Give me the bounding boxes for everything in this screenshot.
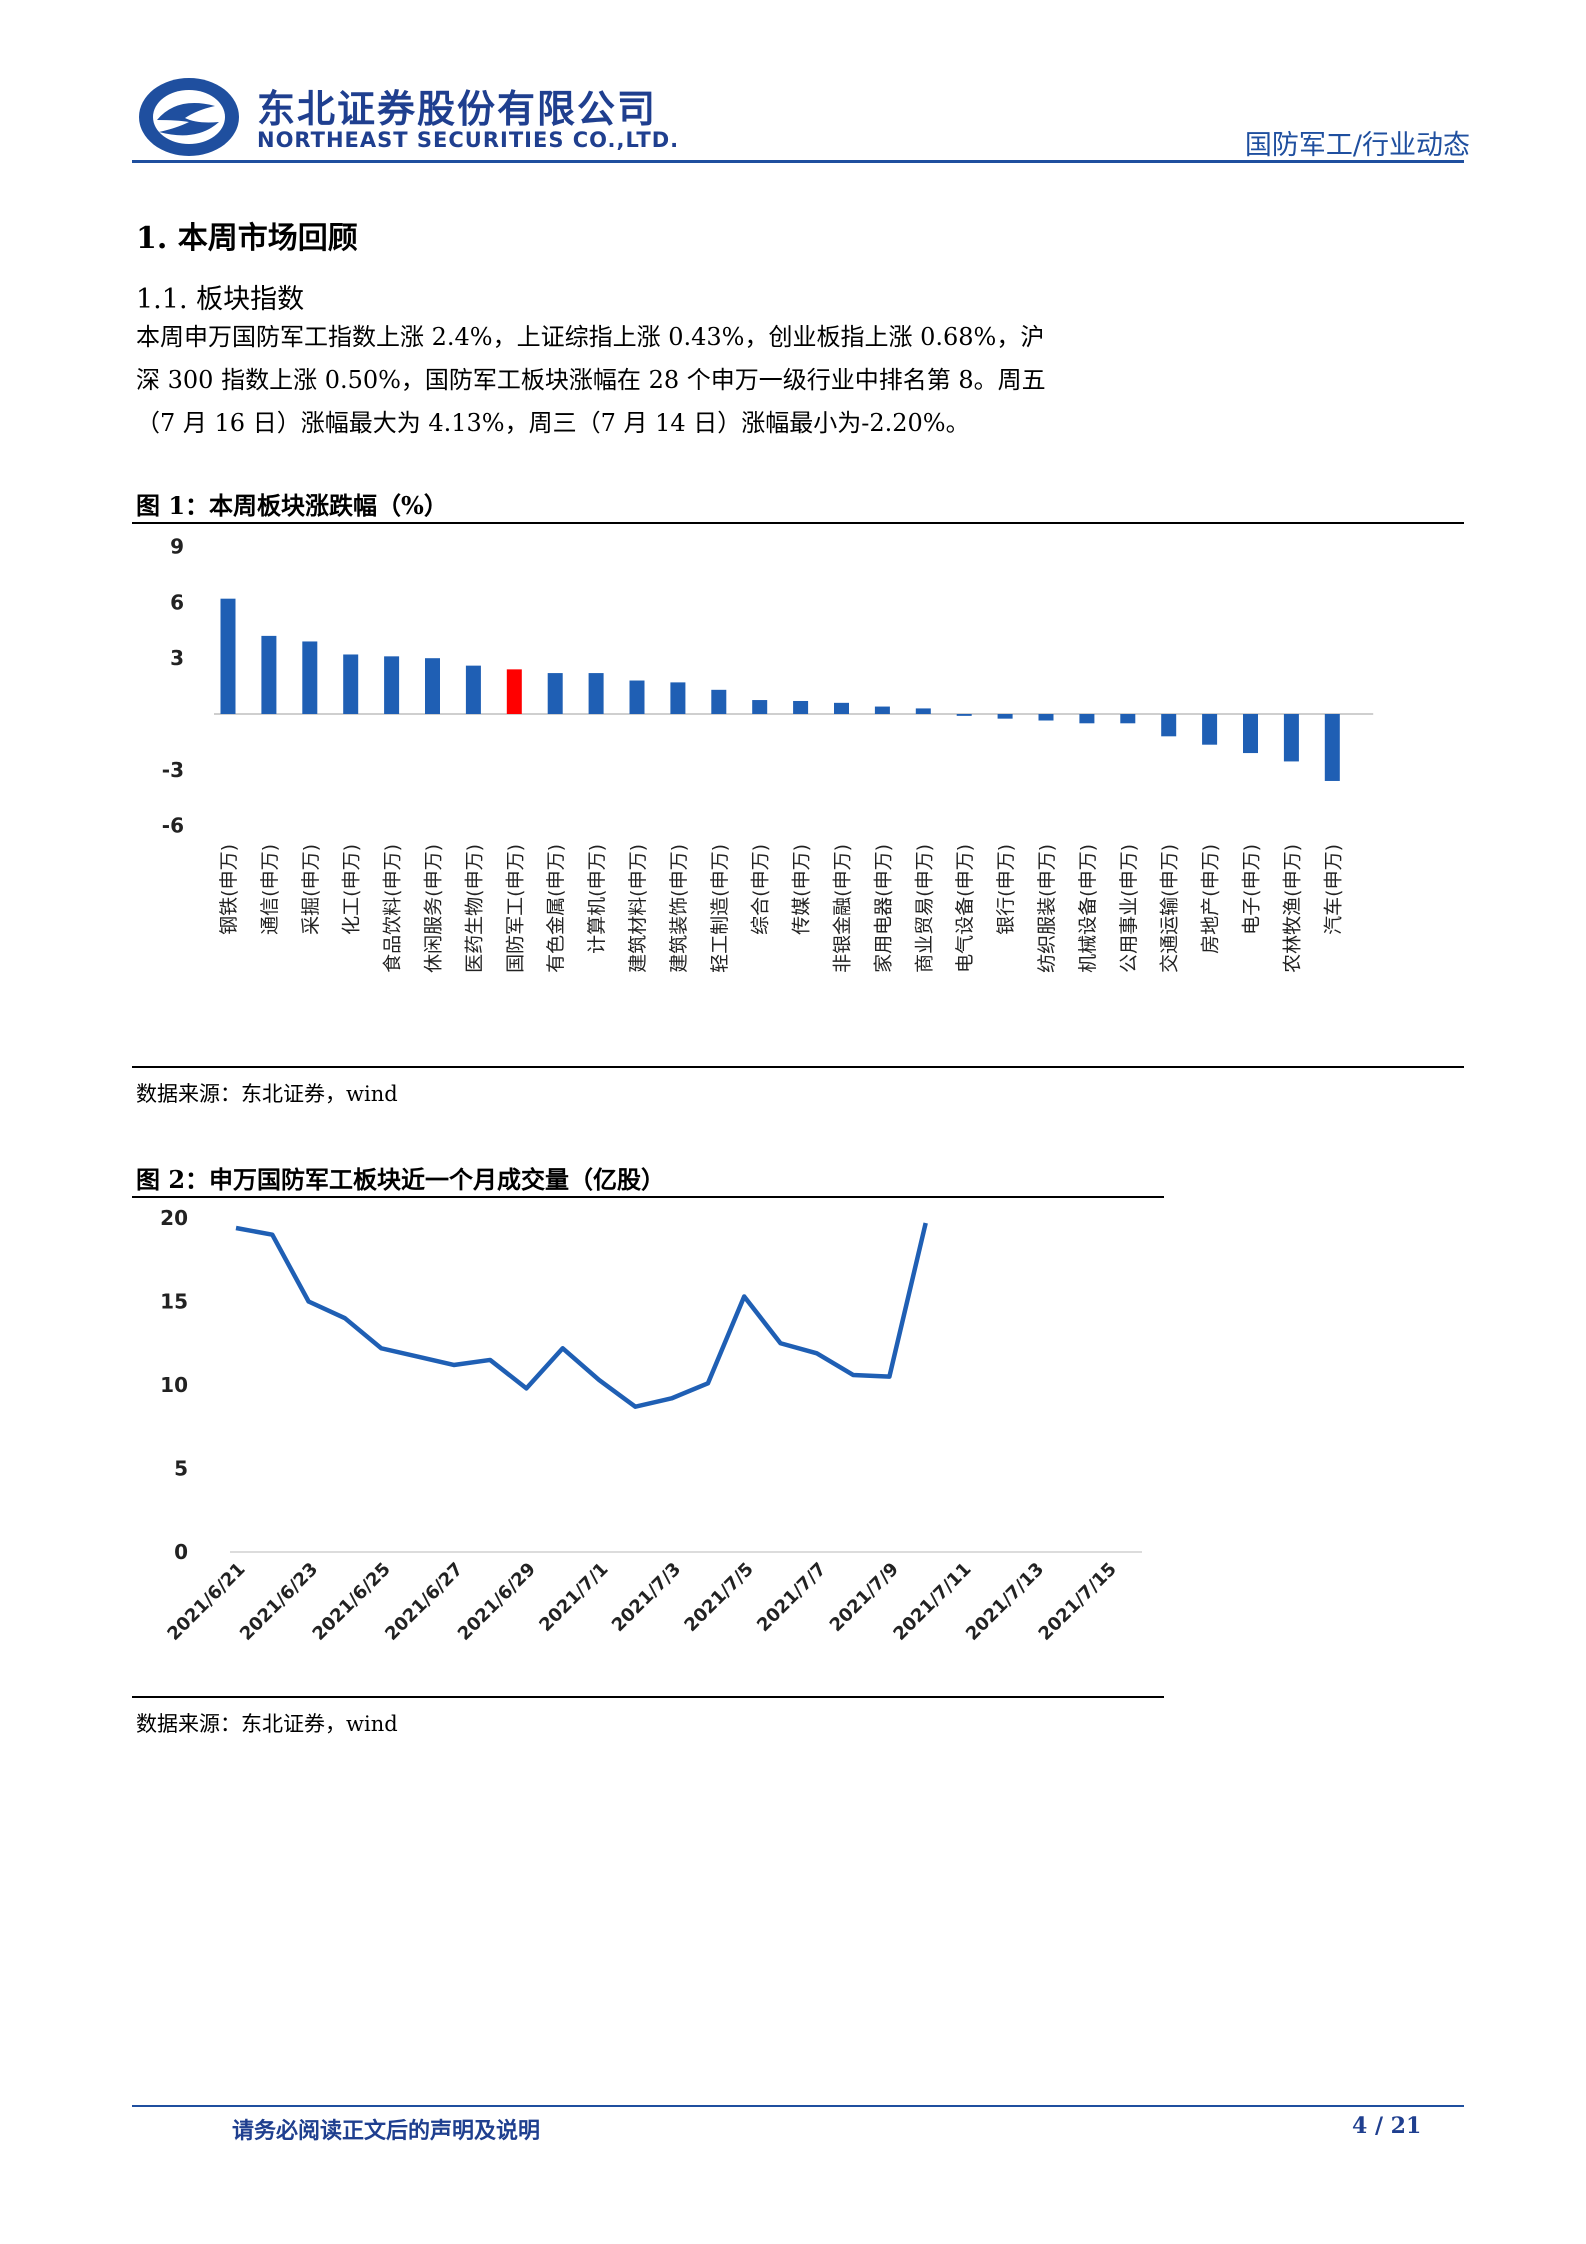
x-category-label: 医药生物(申万): [463, 844, 485, 973]
company-name-en: NORTHEAST SECURITIES CO.,LTD.: [257, 128, 680, 152]
volume-line-chart: 201510502021/6/212021/6/232021/6/252021/…: [160, 1206, 1142, 1645]
x-category-label: 轻工制造(申万): [709, 844, 731, 973]
x-category-label: 商业贸易(申万): [913, 844, 935, 973]
header-divider: [132, 160, 1464, 163]
bar: [302, 641, 318, 714]
x-category-label: 机械设备(申万): [1077, 844, 1099, 973]
paragraph-line: 深 300 指数上涨 0.50%，国防军工板块涨幅在 28 个申万一级行业中排名…: [136, 366, 1046, 394]
figure2-source: 数据来源：东北证券，wind: [136, 1712, 398, 1736]
x-tick-label: 2021/7/1: [535, 1559, 612, 1636]
bar: [506, 669, 522, 714]
x-category-label: 传媒(申万): [791, 844, 813, 935]
paragraph-line: 本周申万国防军工指数上涨 2.4%，上证综指上涨 0.43%，创业板指上涨 0.…: [136, 323, 1045, 351]
bar: [1324, 714, 1340, 781]
x-category-label: 采掘(申万): [300, 844, 322, 935]
document-category: 国防军工/行业动态: [1244, 130, 1470, 161]
bar: [465, 665, 481, 714]
bar: [1038, 714, 1054, 721]
x-category-label: 电气设备(申万): [954, 844, 976, 973]
y-tick-label: 6: [170, 590, 184, 614]
x-category-label: 钢铁(申万): [218, 844, 240, 935]
x-category-label: 纺织服装(申万): [1036, 844, 1058, 973]
x-category-label: 有色金属(申万): [545, 844, 567, 973]
x-category-label: 通信(申万): [259, 844, 281, 935]
x-tick-label: 2021/7/5: [680, 1559, 757, 1636]
figure2-title: 图 2：申万国防军工板块近一个月成交量（亿股）: [136, 1165, 666, 1194]
x-category-label: 化工(申万): [341, 844, 363, 935]
figure1-bottom-rule: [132, 1066, 1464, 1068]
x-tick-label: 2021/6/29: [454, 1559, 540, 1645]
x-category-label: 综合(申万): [750, 844, 772, 935]
x-category-label: 交通运输(申万): [1159, 844, 1181, 973]
x-category-label: 休闲服务(申万): [423, 844, 445, 973]
y-tick-label: 3: [170, 646, 184, 670]
bar: [588, 673, 604, 714]
x-category-label: 银行(申万): [995, 844, 1017, 935]
bar: [1202, 714, 1218, 745]
y-tick-label: -6: [162, 814, 184, 838]
y-tick-label: 5: [174, 1457, 188, 1481]
y-tick-label: 9: [170, 535, 184, 559]
x-category-label: 公用事业(申万): [1118, 844, 1140, 973]
bar: [425, 658, 440, 714]
figure2-top-rule: [132, 1196, 1164, 1198]
bar: [343, 654, 359, 714]
y-tick-label: -3: [162, 758, 184, 782]
x-category-label: 非银金融(申万): [832, 844, 854, 973]
bar: [793, 700, 809, 714]
footer-divider: [132, 2105, 1464, 2107]
x-tick-label: 2021/7/3: [608, 1559, 685, 1636]
x-tick-label: 2021/7/15: [1035, 1559, 1121, 1645]
bar: [834, 702, 849, 714]
bar: [711, 689, 727, 714]
company-name-cn: 东北证券股份有限公司: [257, 87, 658, 131]
x-category-label: 家用电器(申万): [872, 844, 894, 973]
x-category-label: 建筑材料(申万): [627, 844, 649, 973]
figure1-title: 图 1：本周板块涨跌幅（%）: [136, 491, 448, 520]
x-category-label: 建筑装饰(申万): [668, 844, 690, 973]
bar: [629, 680, 645, 714]
x-tick-label: 2021/7/9: [826, 1559, 903, 1636]
bar: [261, 635, 277, 714]
bar: [1161, 714, 1177, 737]
bar: [1243, 714, 1258, 754]
bar: [384, 656, 400, 714]
x-category-label: 计算机(申万): [586, 844, 608, 954]
section-title: 1. 本周市场回顾: [136, 221, 358, 256]
subsection-title: 1.1. 板块指数: [136, 284, 305, 315]
bar: [1120, 714, 1136, 724]
x-category-label: 电子(申万): [1241, 844, 1263, 935]
bar: [915, 708, 931, 714]
x-category-label: 汽车(申万): [1322, 844, 1344, 935]
figure2-bottom-rule: [132, 1696, 1164, 1698]
sector-change-bar-chart: 9 6 3 -3 -6 钢铁(申万) 通信(申万) 采掘(申万) 化工(申万) 食品饮料(申万) 休…: [162, 535, 1374, 973]
figure1-source: 数据来源：东北证券，wind: [136, 1082, 398, 1106]
company-logo-icon: [139, 78, 239, 156]
x-category-label: 农林牧渔(申万): [1281, 844, 1303, 973]
summary-paragraph: 本周申万国防军工指数上涨 2.4%，上证综指上涨 0.43%，创业板指上涨 0.…: [136, 316, 1156, 445]
bar: [220, 598, 236, 714]
bar: [997, 714, 1013, 719]
x-category-label: 国防军工(申万): [504, 844, 526, 973]
bar: [956, 714, 972, 716]
volume-series-line: [235, 1222, 928, 1409]
x-category-label: 食品饮料(申万): [382, 844, 404, 973]
y-tick-label: 20: [160, 1206, 188, 1230]
x-tick-label: 2021/7/7: [753, 1559, 830, 1636]
x-category-label: 房地产(申万): [1200, 844, 1222, 954]
page-number: 4 / 21: [1352, 2113, 1422, 2139]
bar: [874, 706, 890, 714]
disclaimer-note: 请务必阅读正文后的声明及说明: [232, 2118, 541, 2144]
paragraph-line: （7 月 16 日）涨幅最大为 4.13%，周三（7 月 14 日）涨幅最小为-…: [136, 409, 970, 437]
bar: [670, 682, 686, 714]
y-tick-label: 0: [174, 1540, 188, 1564]
bar: [1283, 714, 1299, 762]
bar: [547, 673, 563, 714]
y-tick-label: 15: [160, 1290, 188, 1314]
bar: [1079, 714, 1095, 724]
bar: [752, 700, 768, 714]
figure1-top-rule: [132, 522, 1464, 524]
y-tick-label: 10: [160, 1373, 188, 1397]
